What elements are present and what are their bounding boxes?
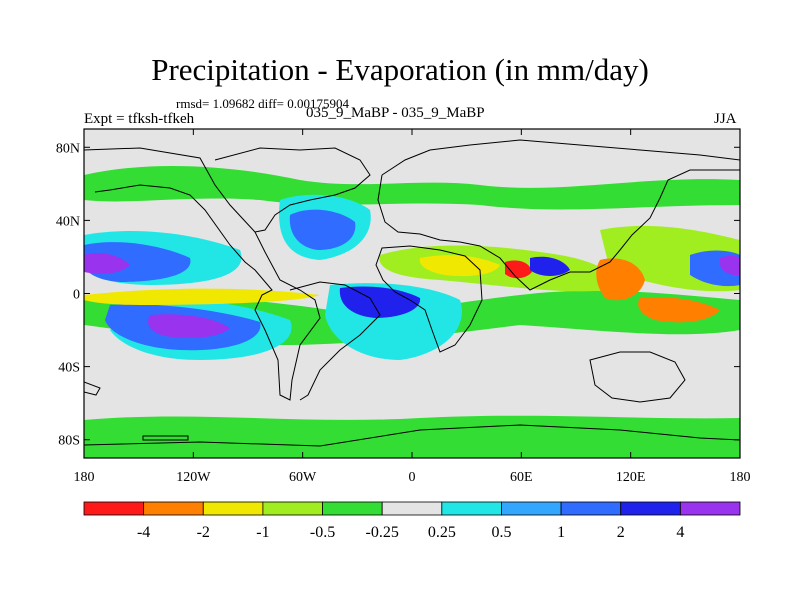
- x-tick-label: 120E: [616, 470, 646, 485]
- y-tick-label: 80N: [56, 141, 80, 156]
- colorbar-swatch: [262, 501, 323, 516]
- y-tick-label: 80S: [58, 434, 80, 449]
- colorbar-label: -0.5: [310, 524, 335, 541]
- case-id-label: 035_9_MaBP - 035_9_MaBP: [306, 105, 485, 121]
- colorbar-label: 1: [557, 524, 565, 541]
- colorbar-swatch: [560, 501, 622, 516]
- colorbar-swatch: [143, 501, 204, 516]
- stats-text: rmsd= 1.09682 diff= 0.00175904: [176, 96, 349, 111]
- map-title: Precipitation - Evaporation (in mm/day): [151, 52, 649, 87]
- colorbar-swatch: [620, 501, 681, 516]
- colorbar-swatch: [441, 501, 502, 516]
- colorbar-label: 2: [617, 524, 625, 541]
- colorbar-swatch: [381, 501, 443, 516]
- colorbar-swatch: [322, 501, 383, 516]
- x-axis: 180 120W 60W 0 60E 120E 180: [74, 129, 751, 485]
- season-label: JJA: [714, 111, 737, 127]
- colorbar-swatch: [501, 501, 562, 516]
- colorbar-label: -4: [137, 524, 150, 541]
- colorbar-swatch: [679, 501, 741, 516]
- x-tick-label: 60W: [289, 470, 317, 485]
- y-axis: 80N 40N 0 40S 80S: [56, 141, 740, 449]
- x-tick-label: 180: [74, 470, 95, 485]
- coastlines: [84, 139, 740, 447]
- y-tick-label: 40S: [58, 361, 80, 376]
- y-tick-label: 40N: [56, 214, 80, 229]
- colorbar-label: 0.25: [428, 524, 456, 541]
- colorbar-label: 0.5: [491, 524, 511, 541]
- colorbar-swatch: [83, 501, 145, 516]
- experiment-label: Expt = tfksh-tfkeh: [84, 111, 195, 127]
- x-tick-label: 60E: [510, 470, 533, 485]
- colorbar-label: -2: [197, 524, 210, 541]
- x-tick-label: 120W: [176, 470, 211, 485]
- field-shading: [84, 165, 740, 458]
- colorbar-swatch: [202, 501, 264, 516]
- colorbar-label: -0.25: [366, 524, 399, 541]
- y-tick-label: 0: [73, 288, 80, 303]
- colorbar-label: -1: [256, 524, 269, 541]
- colorbar-label: 4: [676, 524, 684, 541]
- colorbar: -4 -2 -1 -0.5 -0.25 0.25 0.5 1 2 4: [83, 501, 741, 541]
- x-tick-label: 180: [730, 470, 751, 485]
- x-tick-label: 0: [409, 470, 416, 485]
